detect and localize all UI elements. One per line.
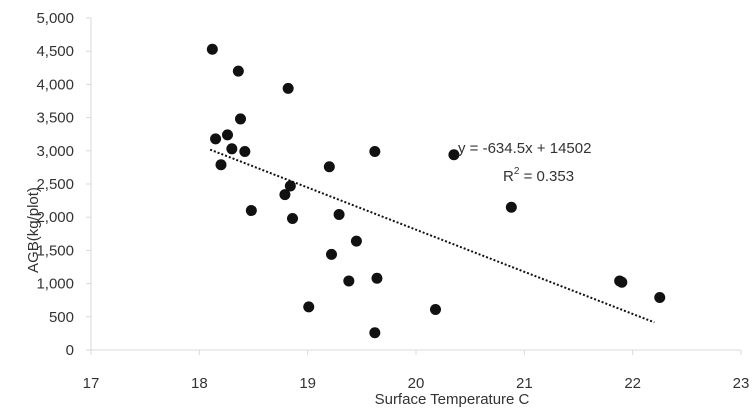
- data-point: [326, 248, 337, 260]
- x-tick-label: 22: [624, 375, 641, 392]
- data-point: [371, 272, 383, 284]
- x-tick-label: 17: [83, 375, 100, 392]
- trendline-equation: y = -634.5x + 14502: [458, 140, 591, 157]
- data-point: [284, 180, 296, 192]
- r-squared-value: = 0.353: [519, 168, 574, 185]
- data-points: [206, 43, 666, 339]
- data-point: [505, 201, 517, 213]
- y-tick-label: 1,500: [36, 242, 74, 259]
- y-axis-title: AGB(kg/plot): [25, 187, 42, 273]
- data-point: [215, 159, 227, 171]
- data-point: [350, 235, 362, 247]
- data-point: [226, 143, 238, 155]
- data-point: [343, 275, 355, 287]
- data-point: [282, 82, 294, 94]
- y-tick-label: 3,500: [36, 110, 74, 127]
- data-point: [369, 145, 381, 157]
- data-point: [369, 327, 381, 339]
- r-squared-label: R2 = 0.353: [503, 166, 574, 185]
- x-axis-title: Surface Temperature C: [375, 391, 530, 408]
- x-tick-label: 20: [408, 375, 425, 392]
- data-point: [333, 209, 345, 221]
- data-point: [448, 149, 460, 161]
- x-tick-label: 19: [299, 375, 316, 392]
- data-point: [206, 43, 218, 55]
- x-tick-label: 23: [733, 375, 750, 392]
- data-point: [239, 145, 251, 157]
- y-tick-label: 5,000: [36, 10, 74, 27]
- data-point: [222, 129, 233, 141]
- data-point: [616, 276, 628, 288]
- data-point: [210, 133, 222, 145]
- trendline: [209, 148, 655, 324]
- y-axis-ticks: 0 500 1,000 1,500 2,000 2,500 3,000 3,500 4,000 4…: [36, 10, 91, 359]
- data-point: [245, 205, 257, 217]
- y-tick-label: 4,000: [36, 76, 74, 93]
- y-tick-label: 3,000: [36, 143, 74, 160]
- data-point: [654, 292, 666, 304]
- x-tick-label: 21: [516, 375, 533, 392]
- data-point: [232, 65, 244, 77]
- y-tick-label: 1,000: [36, 276, 74, 293]
- y-tick-label: 500: [49, 309, 74, 326]
- x-axis-ticks: 17 18 19 20 21 22 23: [83, 350, 750, 392]
- y-tick-label: 2,000: [36, 209, 74, 226]
- data-point: [235, 113, 246, 125]
- data-point: [287, 213, 298, 225]
- y-tick-label: 4,500: [36, 43, 74, 60]
- data-point: [303, 301, 315, 313]
- r-squared-superscript: 2: [514, 166, 520, 177]
- data-point: [279, 189, 291, 201]
- data-point: [323, 161, 335, 173]
- data-point: [430, 303, 441, 315]
- y-tick-label: 0: [66, 342, 74, 359]
- y-tick-label: 2,500: [36, 176, 74, 193]
- r-squared-prefix: R: [503, 168, 514, 185]
- x-tick-label: 18: [191, 375, 208, 392]
